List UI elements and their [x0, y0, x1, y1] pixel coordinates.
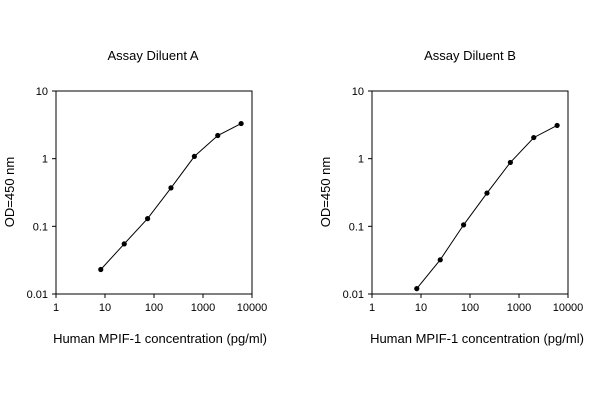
chart-a-x-axis-title: Human MPIF-1 concentration (pg/ml) — [53, 331, 267, 346]
chart-b-data-point — [414, 286, 420, 292]
chart-b-title: Assay Diluent B — [424, 48, 516, 63]
chart-b-x-axis-title: Human MPIF-1 concentration (pg/ml) — [370, 331, 584, 346]
chart-b-y-axis-title: OD=450 nm — [318, 157, 333, 227]
chart-a-y-tick-label: 1 — [42, 154, 48, 166]
chart-a-y-tick-label: 0.1 — [33, 221, 48, 233]
chart-a-data-point — [168, 185, 174, 191]
chart-b-data-point — [460, 222, 467, 228]
chart-b-y-tick-label: 10 — [352, 86, 364, 98]
chart-b-data-point — [507, 159, 513, 166]
chart-a-series-line — [100, 123, 242, 270]
chart-b-x-tick-label: 1 — [369, 302, 375, 314]
chart-a-y-tick-label: 10 — [36, 86, 48, 98]
chart-a-data-point — [238, 120, 244, 127]
chart-a-y-axis-title: OD=450 nm — [2, 157, 17, 227]
chart-a-title: Assay Diluent A — [107, 48, 198, 63]
chart-a-x-tick-label: 10 — [99, 302, 111, 314]
chart-a-data-point — [215, 132, 221, 139]
chart-a-y-tick-label: 0.01 — [27, 289, 48, 301]
chart-b-data-point — [437, 257, 443, 263]
chart-a-plot-frame — [55, 90, 253, 295]
chart-b-y-tick-label: 0.1 — [349, 221, 364, 233]
chart-a-x-tick-label: 1 — [53, 302, 59, 314]
chart-b-y-tick-label: 0.01 — [343, 289, 364, 301]
chart-a-x-tick-label: 10000 — [237, 302, 268, 314]
chart-a-data-point — [121, 241, 127, 247]
chart-a: Assay Diluent A OD=450 nm Human MPIF-1 c… — [2, 48, 267, 346]
chart-b: Assay Diluent B OD=450 nm Human MPIF-1 c… — [318, 48, 584, 346]
chart-b-data-point — [484, 190, 490, 196]
chart-a-data-point — [191, 153, 197, 160]
chart-b-data-point — [554, 122, 560, 129]
chart-b-x-tick-label: 10 — [415, 302, 427, 314]
chart-b-plot-frame — [371, 90, 569, 295]
chart-a-data-point — [98, 266, 104, 273]
chart-b-x-tick-label: 100 — [461, 302, 479, 314]
chart-a-data-point — [144, 216, 151, 222]
chart-a-x-tick-label: 100 — [145, 302, 163, 314]
chart-b-x-tick-label: 1000 — [507, 302, 531, 314]
chart-b-series-line — [416, 124, 558, 289]
chart-b-y-tick-label: 1 — [358, 154, 364, 166]
chart-b-data-point — [531, 134, 537, 141]
chart-b-x-tick-label: 10000 — [553, 302, 584, 314]
chart-a-x-tick-label: 1000 — [191, 302, 215, 314]
